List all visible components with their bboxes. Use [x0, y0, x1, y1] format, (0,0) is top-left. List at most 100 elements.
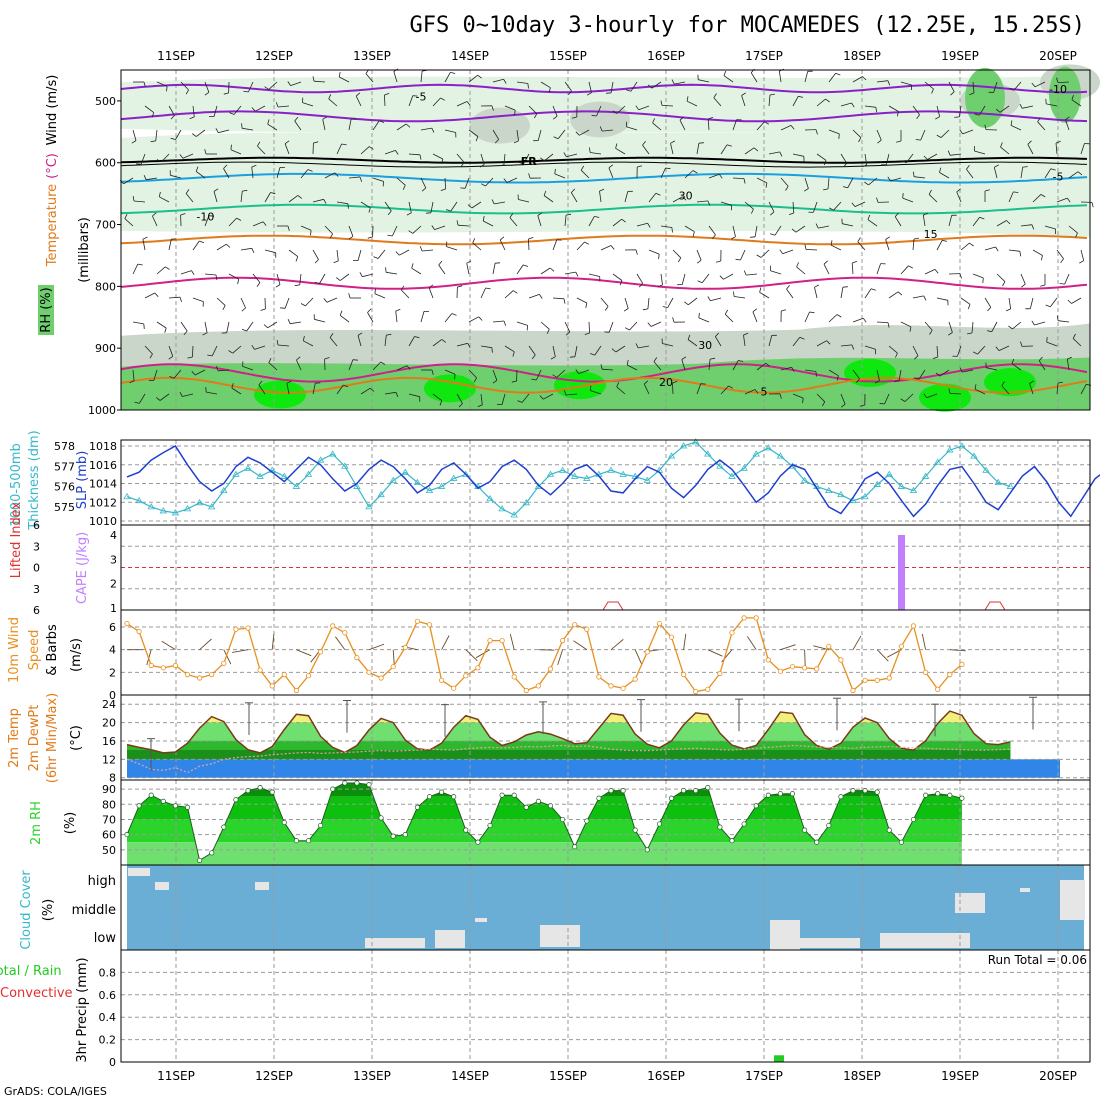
wind-barb-flag: [584, 241, 590, 245]
wind-barb-flag: [715, 332, 720, 337]
wind-barb-flag: [770, 211, 775, 216]
wind-barb-flag: [796, 262, 799, 268]
wind-barb-flag: [698, 142, 704, 144]
wind-barb: [851, 262, 854, 275]
wind-barb: [1000, 146, 1010, 155]
wind-barb: [696, 383, 702, 395]
wind-barb-flag: [158, 191, 161, 197]
wind-barb-flag: [563, 152, 567, 158]
rh2m-tick: 70: [102, 813, 116, 826]
wind-barb: [1064, 273, 1070, 285]
rh2m-band: [127, 796, 962, 820]
wind-barb: [211, 345, 218, 357]
wind-barb: [420, 71, 423, 83]
wind-barb: [432, 393, 443, 401]
wind-barb-flag: [843, 163, 848, 168]
ylabel-thickness-top: 1000-500mb: [9, 443, 24, 527]
rh2m-point: [172, 803, 178, 809]
wind-barb-flag: [348, 293, 351, 299]
wind-barb-flag: [395, 150, 399, 155]
wind-barb: [348, 359, 354, 371]
wind-barb-flag: [1008, 325, 1013, 330]
temp-tick: 12: [102, 753, 116, 766]
wind-barb-flag: [765, 182, 768, 188]
wind-barb: [696, 249, 702, 261]
wind-barb: [579, 129, 590, 136]
wind-barb-flag: [323, 298, 328, 303]
wind-barb: [132, 321, 144, 325]
wind-barb: [624, 297, 629, 309]
wind-barb-flag: [370, 387, 375, 392]
wind-barb: [660, 167, 666, 179]
wind10-barb: [199, 638, 212, 651]
wind-barb: [226, 321, 230, 333]
wind-barb: [796, 266, 806, 275]
wind-speed-point: [414, 618, 420, 624]
cape-tick: 1: [110, 602, 117, 615]
wind-barb-flag: [575, 271, 579, 277]
wind-barb: [752, 311, 758, 323]
wind-barb-flag: [707, 296, 711, 302]
wind-barb: [840, 344, 852, 347]
wind-barb-flag: [936, 134, 942, 138]
thickness-point: [994, 478, 1002, 485]
thickness-point: [909, 486, 918, 494]
wind-barb-flag: [179, 154, 184, 159]
wind-barb-flag: [969, 92, 975, 96]
wind-barb-flag: [549, 267, 555, 272]
wind-barb: [615, 147, 626, 155]
wind-barb-flag: [653, 357, 658, 362]
wind-barb: [854, 201, 866, 207]
wind-speed-point: [705, 686, 711, 692]
thickness-tick: 576: [54, 481, 75, 494]
wind-barb: [146, 177, 158, 181]
wind-barb-flag: [781, 309, 787, 312]
wind-barb-flag: [151, 112, 155, 118]
wind-barb: [312, 383, 316, 395]
wind-barb-flag: [647, 84, 653, 89]
wind-barb: [601, 368, 614, 371]
wind-barb-flag: [546, 329, 550, 334]
wind-barb: [132, 369, 135, 381]
series-layer: [119, 68, 1100, 1062]
wind-barb-flag: [791, 366, 795, 372]
wind-barb: [590, 390, 602, 395]
wind-speed-point: [632, 676, 638, 682]
wind-barb: [782, 249, 794, 255]
wind-barb-flag: [1091, 202, 1094, 208]
wind-barb: [503, 153, 506, 165]
wind-barb: [1034, 81, 1046, 88]
wind-barb: [1008, 297, 1012, 309]
wind-barb: [684, 170, 694, 179]
wind-barb: [608, 321, 614, 333]
wind-barb: [904, 393, 914, 402]
wind-barb-flag: [823, 260, 828, 265]
wind-barb: [175, 129, 182, 140]
wind-barb: [670, 143, 674, 155]
wind-barb-flag: [568, 90, 572, 96]
wind-speed-point: [559, 637, 566, 644]
li-tick: 3: [33, 540, 40, 553]
wind-barb-flag: [935, 116, 940, 120]
thickness-point: [776, 452, 785, 459]
wind-barb: [884, 393, 890, 405]
wind-barb: [900, 81, 912, 86]
wind-barb-flag: [710, 357, 716, 360]
wind-barb: [756, 121, 765, 131]
wind-barb-flag: [322, 116, 328, 120]
wind-barb: [780, 125, 792, 131]
wind-barb: [1068, 225, 1078, 234]
wind-barb: [864, 288, 872, 299]
wind-barb-flag: [307, 169, 313, 172]
wind-barb: [313, 80, 326, 83]
wind-barb: [918, 369, 926, 380]
wind-barb: [204, 215, 210, 227]
wind-barb-flag: [199, 240, 205, 244]
wind10-barb: [465, 649, 478, 662]
ylabel-cape: CAPE (J/kg): [75, 532, 90, 604]
wind-speed-point: [886, 675, 892, 681]
contour-minus5-lower: [120, 172, 1088, 184]
wind-speed-point: [838, 657, 844, 663]
frames-layer: [117, 69, 1091, 1063]
thickness-point: [643, 476, 652, 483]
